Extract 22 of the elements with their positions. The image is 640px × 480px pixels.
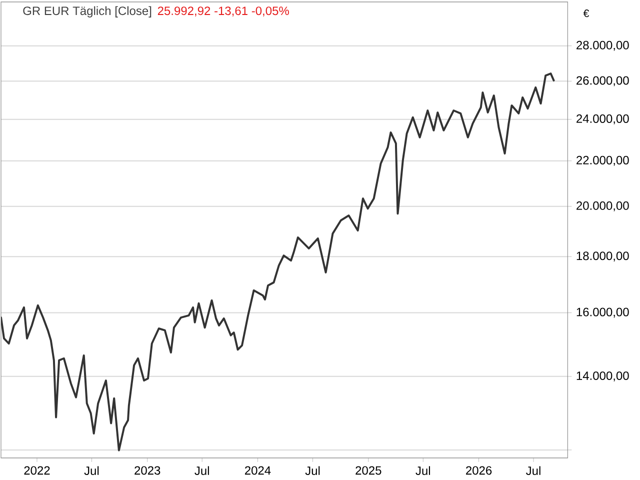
chart-title: GR EUR Täglich [Close] bbox=[23, 6, 152, 18]
x-tick-label: Jul bbox=[305, 466, 320, 476]
x-tick-label: Jul bbox=[416, 466, 430, 476]
y-tick-label: 26.000,00 bbox=[576, 76, 629, 86]
x-tick-label: Jul bbox=[526, 466, 540, 476]
chart-subtitle: 25.992,92 -13,61 -0,05% bbox=[158, 6, 289, 16]
x-tick-label: 2024 bbox=[244, 466, 271, 475]
x-tick-label: 2025 bbox=[356, 466, 382, 475]
y-tick-label: 16.000,00 bbox=[576, 308, 629, 318]
y-tick-label: 22.000,00 bbox=[576, 156, 629, 166]
y-tick-label: 28.000,00 bbox=[576, 40, 629, 51]
line-series bbox=[1, 72, 555, 452]
y-tick-label: 18.000,00 bbox=[576, 252, 629, 262]
y-tick-label: 20.000,00 bbox=[576, 201, 629, 212]
x-tick-label: Jul bbox=[84, 466, 99, 476]
x-tick-label: 2026 bbox=[466, 466, 492, 475]
y-tick-label: 24.000,00 bbox=[576, 114, 629, 124]
y-tick-label: 14.000,00 bbox=[576, 371, 629, 382]
x-tick-label: Jul bbox=[194, 466, 209, 476]
x-tick-label: 2022 bbox=[24, 466, 50, 475]
y-axis-title: € bbox=[583, 10, 590, 18]
x-tick-label: 2023 bbox=[134, 466, 160, 475]
